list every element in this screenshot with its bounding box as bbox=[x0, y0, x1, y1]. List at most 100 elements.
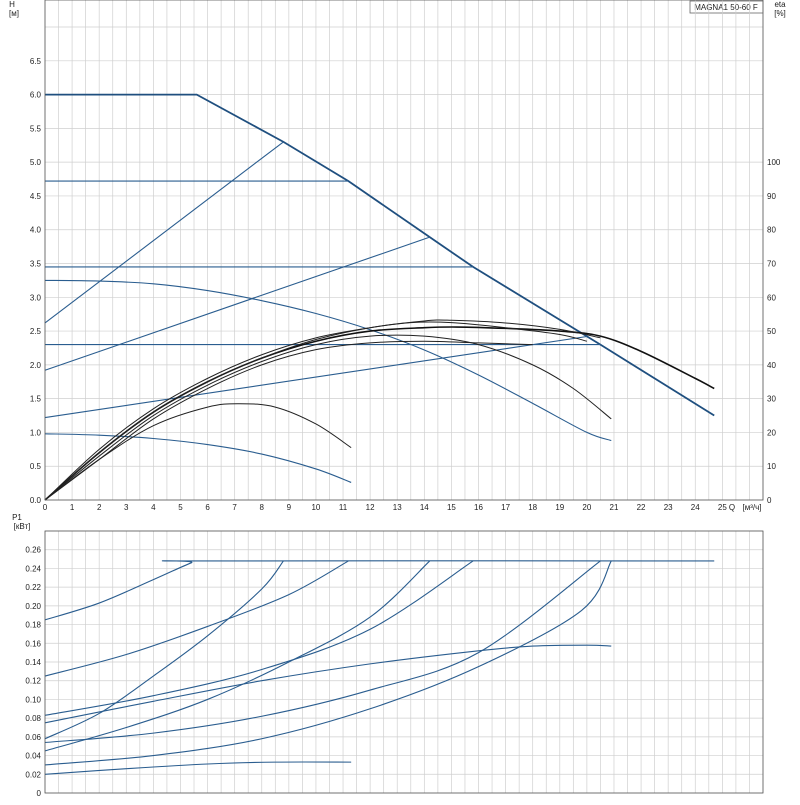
p1-tick-label: 0 bbox=[37, 789, 42, 798]
power-curve bbox=[44, 560, 601, 744]
top-chart-series bbox=[44, 93, 715, 501]
eta-tick-label: 70 bbox=[767, 260, 776, 269]
h-tick-label: 2.5 bbox=[30, 327, 42, 336]
p1-tick-label: 0.08 bbox=[25, 714, 41, 723]
x-tick-label: 4 bbox=[151, 503, 156, 512]
eta-tick-label: 20 bbox=[767, 428, 776, 437]
x-tick-label: 18 bbox=[528, 503, 537, 512]
x-tick-label: 6 bbox=[205, 503, 210, 512]
x-tick-label: 25 bbox=[718, 503, 727, 512]
efficiency-curve bbox=[44, 321, 588, 501]
x-tick-label: 5 bbox=[178, 503, 183, 512]
p1-tick-label: 0.20 bbox=[25, 602, 41, 611]
h-tick-label: 2.0 bbox=[30, 361, 42, 370]
x-tick-label: 10 bbox=[311, 503, 320, 512]
power-curve bbox=[44, 644, 612, 724]
efficiency-curve bbox=[44, 334, 612, 501]
bottom-chart-series bbox=[44, 560, 715, 775]
model-title: MAGNA1 50-60 F bbox=[694, 3, 758, 12]
x-tick-label: 13 bbox=[393, 503, 402, 512]
h-tick-label: 5.5 bbox=[30, 124, 42, 133]
eta-tick-label: 90 bbox=[767, 192, 776, 201]
p1-axis-label: P1 bbox=[12, 513, 22, 522]
power-curve bbox=[44, 560, 431, 752]
power-curve bbox=[44, 560, 715, 621]
top-chart-frame bbox=[44, 0, 764, 501]
x-tick-label: 9 bbox=[287, 503, 292, 512]
h-tick-label: 1.5 bbox=[30, 395, 42, 404]
h-tick-label: 6.5 bbox=[30, 57, 42, 66]
eta-tick-label: 80 bbox=[767, 226, 776, 235]
q-axis-unit: [м³/ч] bbox=[743, 503, 762, 512]
efficiency-curve bbox=[44, 340, 533, 501]
eta-tick-label: 0 bbox=[767, 496, 772, 505]
x-tick-label: 24 bbox=[691, 503, 700, 512]
x-tick-label: 2 bbox=[97, 503, 102, 512]
p1-tick-label: 0.10 bbox=[25, 695, 41, 704]
eta-axis-label: eta bbox=[774, 0, 786, 9]
pump-curve bbox=[44, 433, 352, 483]
eta-tick-label: 60 bbox=[767, 293, 776, 302]
h-tick-label: 0.0 bbox=[30, 496, 42, 505]
x-tick-label: 1 bbox=[70, 503, 75, 512]
eta-tick-label: 40 bbox=[767, 361, 776, 370]
p1-tick-label: 0.12 bbox=[25, 677, 41, 686]
p1-tick-label: 0.22 bbox=[25, 583, 41, 592]
q-axis-label: Q bbox=[729, 503, 735, 512]
power-curve bbox=[44, 560, 474, 716]
x-tick-label: 20 bbox=[582, 503, 591, 512]
h-tick-label: 1.0 bbox=[30, 428, 42, 437]
p1-tick-label: 0.26 bbox=[25, 546, 41, 555]
h-axis-label: H bbox=[9, 0, 15, 9]
h-tick-label: 3.0 bbox=[30, 293, 42, 302]
power-curve bbox=[44, 560, 349, 677]
x-tick-label: 23 bbox=[664, 503, 673, 512]
x-tick-label: 16 bbox=[474, 503, 483, 512]
p1-tick-label: 0.24 bbox=[25, 564, 41, 573]
x-tick-label: 8 bbox=[260, 503, 265, 512]
x-tick-label: 12 bbox=[366, 503, 375, 512]
bottom-chart-frame bbox=[44, 530, 764, 794]
top-chart-tick-labels: 0 1 2 3 4 5 6 7 8 9 10 11 12 13 14 15 16 17 18 19 20 21 22 23 24… bbox=[30, 57, 781, 512]
efficiency-curve bbox=[44, 319, 601, 501]
h-tick-label: 3.5 bbox=[30, 260, 42, 269]
pump-curve bbox=[44, 279, 612, 442]
eta-axis-unit: [%] bbox=[774, 9, 786, 18]
x-tick-label: 14 bbox=[420, 503, 429, 512]
h-tick-label: 5.0 bbox=[30, 158, 42, 167]
x-tick-label: 0 bbox=[43, 503, 48, 512]
h-tick-label: 4.0 bbox=[30, 226, 42, 235]
p1-tick-label: 0.02 bbox=[25, 770, 41, 779]
x-tick-label: 15 bbox=[447, 503, 456, 512]
p1-tick-label: 0.04 bbox=[25, 752, 41, 761]
h-tick-label: 4.5 bbox=[30, 192, 42, 201]
bottom-chart-tick-labels: 0 0.02 0.04 0.06 0.08 0.10 0.12 0.14 0.16 0.18 0.2… bbox=[25, 546, 41, 798]
power-curve bbox=[44, 560, 284, 740]
p1-tick-label: 0.14 bbox=[25, 658, 41, 667]
power-curve bbox=[44, 761, 352, 775]
x-tick-label: 17 bbox=[501, 503, 510, 512]
x-tick-label: 7 bbox=[232, 503, 237, 512]
h-axis-unit: [м] bbox=[9, 9, 19, 18]
p1-tick-label: 0.16 bbox=[25, 639, 41, 648]
system-curve bbox=[44, 141, 284, 324]
x-tick-label: 22 bbox=[637, 503, 646, 512]
x-tick-label: 19 bbox=[555, 503, 564, 512]
system-curve bbox=[44, 236, 430, 371]
max-pump-curve bbox=[45, 93, 715, 417]
x-tick-label: 21 bbox=[610, 503, 619, 512]
eta-tick-label: 50 bbox=[767, 327, 776, 336]
p1-tick-label: 0.06 bbox=[25, 733, 41, 742]
power-curve bbox=[44, 560, 612, 766]
p1-tick-label: 0.18 bbox=[25, 621, 41, 630]
p1-axis-unit: [кВт] bbox=[14, 522, 31, 531]
x-tick-label: 3 bbox=[124, 503, 129, 512]
h-tick-label: 6.0 bbox=[30, 91, 42, 100]
eta-tick-label: 100 bbox=[767, 158, 781, 167]
eta-tick-label: 30 bbox=[767, 395, 776, 404]
x-tick-label: 11 bbox=[339, 503, 348, 512]
eta-tick-label: 10 bbox=[767, 462, 776, 471]
